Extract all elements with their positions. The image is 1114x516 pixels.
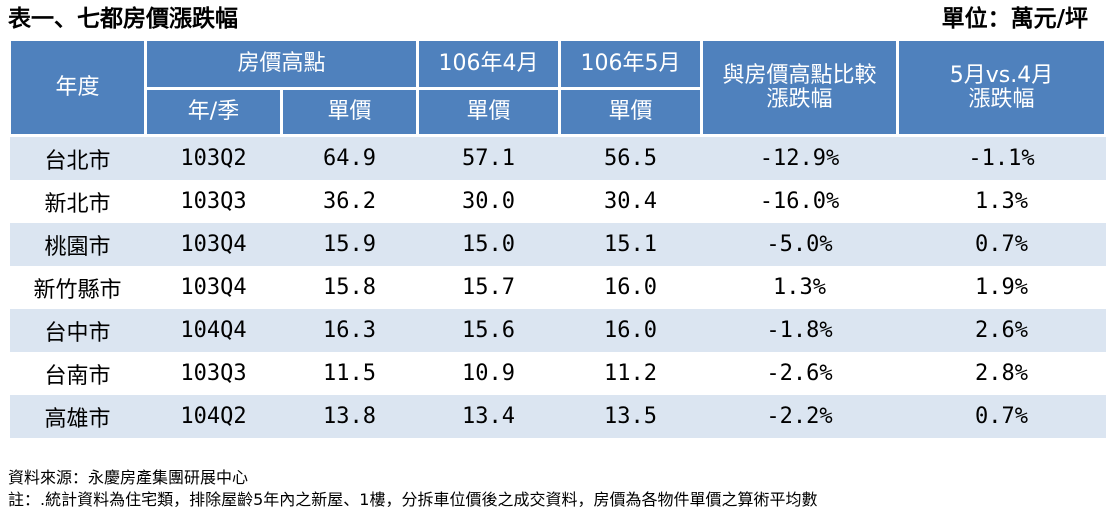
header-apr-price: 單價	[416, 87, 562, 137]
price-change-table: 年度 房價高點 106年4月 106年5月 與房價高點比較 漲跌幅 5月vs.4…	[8, 38, 1108, 438]
footnote: 註：.統計資料為住宅類，排除屋齡5年內之新屋、1樓，分拆車位價後之成交資料，房價…	[8, 490, 818, 509]
city-cell: 高雄市	[9, 395, 146, 438]
unit-label: 單位：萬元/坪	[941, 6, 1088, 32]
quarter-cell: 103Q3	[145, 180, 282, 223]
vs-month-cell: 1.9%	[897, 266, 1106, 309]
table-title: 表一、七都房價漲跌幅	[8, 6, 238, 32]
apr-price-cell: 13.4	[417, 395, 560, 438]
vs-month-cell: 0.7%	[897, 223, 1106, 266]
header-compare-month: 5月vs.4月 漲跌幅	[896, 38, 1108, 137]
may-price-cell: 13.5	[559, 395, 702, 438]
header-peak: 房價高點	[143, 38, 420, 90]
vs-peak-cell: -1.8%	[701, 309, 898, 352]
may-price-cell: 11.2	[559, 352, 702, 395]
table-row: 新北市 103Q3 36.2 30.0 30.4 -16.0% 1.3%	[9, 180, 1106, 223]
vs-peak-cell: -16.0%	[701, 180, 898, 223]
quarter-cell: 104Q4	[145, 309, 282, 352]
apr-price-cell: 10.9	[417, 352, 560, 395]
quarter-cell: 104Q2	[145, 395, 282, 438]
vs-month-cell: -1.1%	[897, 135, 1106, 180]
city-cell: 新竹縣市	[9, 266, 146, 309]
apr-price-cell: 57.1	[417, 135, 560, 180]
table-row: 台中市 104Q4 16.3 15.6 16.0 -1.8% 2.6%	[9, 309, 1106, 352]
apr-price-cell: 15.6	[417, 309, 560, 352]
peak-price-cell: 64.9	[281, 135, 418, 180]
vs-month-cell: 2.6%	[897, 309, 1106, 352]
header-apr: 106年4月	[416, 38, 562, 90]
table-row: 高雄市 104Q2 13.8 13.4 13.5 -2.2% 0.7%	[9, 395, 1106, 438]
quarter-cell: 103Q2	[145, 135, 282, 180]
header-may-price: 單價	[558, 87, 704, 137]
header-compare-peak: 與房價高點比較 漲跌幅	[700, 38, 900, 137]
city-cell: 台北市	[9, 135, 146, 180]
may-price-cell: 30.4	[559, 180, 702, 223]
vs-peak-cell: -12.9%	[701, 135, 898, 180]
quarter-cell: 103Q3	[145, 352, 282, 395]
city-cell: 台南市	[9, 352, 146, 395]
table-row: 桃園市 103Q4 15.9 15.0 15.1 -5.0% 0.7%	[9, 223, 1106, 266]
peak-price-cell: 13.8	[281, 395, 418, 438]
may-price-cell: 56.5	[559, 135, 702, 180]
vs-peak-cell: -5.0%	[701, 223, 898, 266]
quarter-cell: 103Q4	[145, 266, 282, 309]
apr-price-cell: 15.0	[417, 223, 560, 266]
may-price-cell: 16.0	[559, 309, 702, 352]
apr-price-cell: 30.0	[417, 180, 560, 223]
peak-price-cell: 15.8	[281, 266, 418, 309]
peak-price-cell: 36.2	[281, 180, 418, 223]
peak-price-cell: 11.5	[281, 352, 418, 395]
header-year: 年度	[8, 38, 147, 137]
vs-month-cell: 0.7%	[897, 395, 1106, 438]
vs-peak-cell: -2.2%	[701, 395, 898, 438]
header-peak-price: 單價	[279, 87, 420, 137]
city-cell: 新北市	[9, 180, 146, 223]
vs-month-cell: 2.8%	[897, 352, 1106, 395]
header-may: 106年5月	[558, 38, 704, 90]
vs-peak-cell: -2.6%	[701, 352, 898, 395]
may-price-cell: 15.1	[559, 223, 702, 266]
table-row: 台南市 103Q3 11.5 10.9 11.2 -2.6% 2.8%	[9, 352, 1106, 395]
city-cell: 桃園市	[9, 223, 146, 266]
city-cell: 台中市	[9, 309, 146, 352]
source-note: 資料來源：永慶房產集團研展中心	[8, 468, 249, 487]
table-row: 台北市 103Q2 64.9 57.1 56.5 -12.9% -1.1%	[9, 135, 1106, 180]
may-price-cell: 16.0	[559, 266, 702, 309]
apr-price-cell: 15.7	[417, 266, 560, 309]
vs-peak-cell: 1.3%	[701, 266, 898, 309]
table-row: 新竹縣市 103Q4 15.8 15.7 16.0 1.3% 1.9%	[9, 266, 1106, 309]
peak-price-cell: 16.3	[281, 309, 418, 352]
peak-price-cell: 15.9	[281, 223, 418, 266]
vs-month-cell: 1.3%	[897, 180, 1106, 223]
header-peak-quarter: 年/季	[144, 87, 283, 137]
quarter-cell: 103Q4	[145, 223, 282, 266]
